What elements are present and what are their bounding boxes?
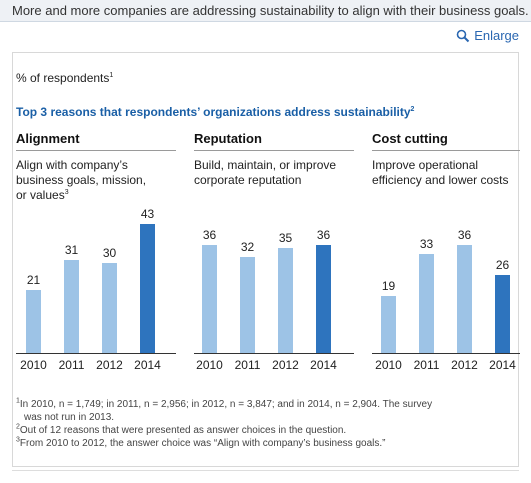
subtitle-line: Build, maintain, or improve bbox=[194, 158, 337, 172]
bar-2011 bbox=[64, 260, 79, 353]
respondents-text: % of respondents bbox=[16, 71, 110, 85]
footnote-marker: 3 bbox=[16, 436, 20, 444]
bar-2010 bbox=[26, 290, 41, 353]
footnote-marker: 1 bbox=[16, 397, 20, 405]
chart-caption: More and more companies are addressing s… bbox=[12, 3, 529, 18]
caption-bar: More and more companies are addressing s… bbox=[0, 0, 531, 22]
footnote-text: was not run in 2013. bbox=[24, 412, 115, 423]
x-tick-label: 2011 bbox=[235, 358, 261, 372]
footnote: was not run in 2013. bbox=[16, 411, 432, 424]
panel-subtitle-alignment: Align with company’s business goals, mis… bbox=[16, 158, 146, 203]
bar-2014 bbox=[316, 245, 331, 353]
x-tick-label: 2014 bbox=[489, 358, 516, 372]
x-tick-label: 2010 bbox=[196, 358, 223, 372]
footnote-marker: 2 bbox=[16, 423, 20, 431]
chart-title-footnote-ref: 2 bbox=[410, 106, 415, 113]
data-label: 31 bbox=[65, 243, 79, 257]
bar-2010 bbox=[381, 296, 396, 353]
panel-heading-alignment: Alignment bbox=[16, 131, 80, 146]
data-label: 32 bbox=[241, 240, 255, 254]
data-label: 21 bbox=[27, 273, 41, 287]
chart-title-text: Top 3 reasons that respondents’ organiza… bbox=[16, 105, 411, 119]
footnote-text: In 2010, n = 1,749; in 2011, n = 2,956; … bbox=[19, 399, 433, 410]
footnote: 2Out of 12 reasons that were presented a… bbox=[16, 424, 432, 437]
respondents-footnote-ref: 1 bbox=[109, 72, 114, 79]
bottom-divider bbox=[12, 470, 519, 471]
data-label: 33 bbox=[420, 237, 434, 251]
x-tick-label: 2012 bbox=[272, 358, 299, 372]
bar-2012 bbox=[457, 245, 472, 353]
chart-frame bbox=[12, 52, 519, 467]
data-label: 30 bbox=[103, 246, 117, 260]
x-tick-label: 2010 bbox=[20, 358, 47, 372]
footnote: 3From 2010 to 2012, the answer choice wa… bbox=[16, 437, 432, 450]
subtitle-line: or values bbox=[16, 188, 65, 202]
chart-title: Top 3 reasons that respondents’ organiza… bbox=[16, 105, 414, 119]
subtitle-line: Improve operational bbox=[372, 158, 479, 172]
x-axis-line bbox=[194, 353, 354, 354]
data-label: 36 bbox=[317, 228, 331, 242]
y-unit-label: % of respondents1 bbox=[16, 71, 113, 85]
subtitle-line: business goals, mission, bbox=[16, 173, 147, 187]
bar-2010 bbox=[202, 245, 217, 353]
footnotes: 1In 2010, n = 1,749; in 2011, n = 2,956;… bbox=[16, 398, 432, 450]
panel-heading-rule bbox=[372, 150, 520, 151]
x-axis-line bbox=[372, 353, 520, 354]
x-tick-label: 2014 bbox=[134, 358, 161, 372]
footnote-text: Out of 12 reasons that were presented as… bbox=[19, 425, 347, 436]
panel-heading-reputation: Reputation bbox=[194, 131, 262, 146]
x-axis-line bbox=[16, 353, 176, 354]
data-label: 35 bbox=[279, 231, 293, 245]
x-tick-label: 2011 bbox=[59, 358, 85, 372]
enlarge-label: Enlarge bbox=[474, 28, 519, 43]
bar-2012 bbox=[102, 263, 117, 353]
subtitle-line: efficiency and lower costs bbox=[372, 173, 509, 187]
panel-subtitle-cost-cutting: Improve operational efficiency and lower… bbox=[372, 158, 509, 188]
magnifier-icon bbox=[456, 29, 470, 42]
bar-2014 bbox=[495, 275, 510, 353]
x-tick-label: 2011 bbox=[414, 358, 440, 372]
subtitle-line: Align with company’s bbox=[16, 158, 128, 172]
x-tick-label: 2012 bbox=[451, 358, 478, 372]
data-label: 43 bbox=[141, 207, 155, 221]
subtitle-footnote-ref: 3 bbox=[64, 189, 69, 196]
data-label: 36 bbox=[203, 228, 217, 242]
bar-2011 bbox=[240, 257, 255, 353]
data-label: 19 bbox=[382, 279, 396, 293]
footnote-text: From 2010 to 2012, the answer choice was… bbox=[19, 438, 386, 449]
x-tick-label: 2010 bbox=[375, 358, 402, 372]
x-tick-label: 2014 bbox=[310, 358, 337, 372]
bar-2011 bbox=[419, 254, 434, 353]
enlarge-link[interactable]: Enlarge bbox=[456, 28, 519, 43]
subtitle-line: corporate reputation bbox=[194, 173, 302, 187]
data-label: 36 bbox=[458, 228, 472, 242]
x-tick-label: 2012 bbox=[96, 358, 123, 372]
data-label: 26 bbox=[496, 258, 510, 272]
footnote: 1In 2010, n = 1,749; in 2011, n = 2,956;… bbox=[16, 398, 432, 411]
panel-heading-rule bbox=[16, 150, 176, 151]
bar-2012 bbox=[278, 248, 293, 353]
panel-subtitle-reputation: Build, maintain, or improve corporate re… bbox=[194, 158, 336, 188]
panel-heading-cost-cutting: Cost cutting bbox=[372, 131, 448, 146]
bar-2014 bbox=[140, 224, 155, 353]
panel-heading-rule bbox=[194, 150, 354, 151]
